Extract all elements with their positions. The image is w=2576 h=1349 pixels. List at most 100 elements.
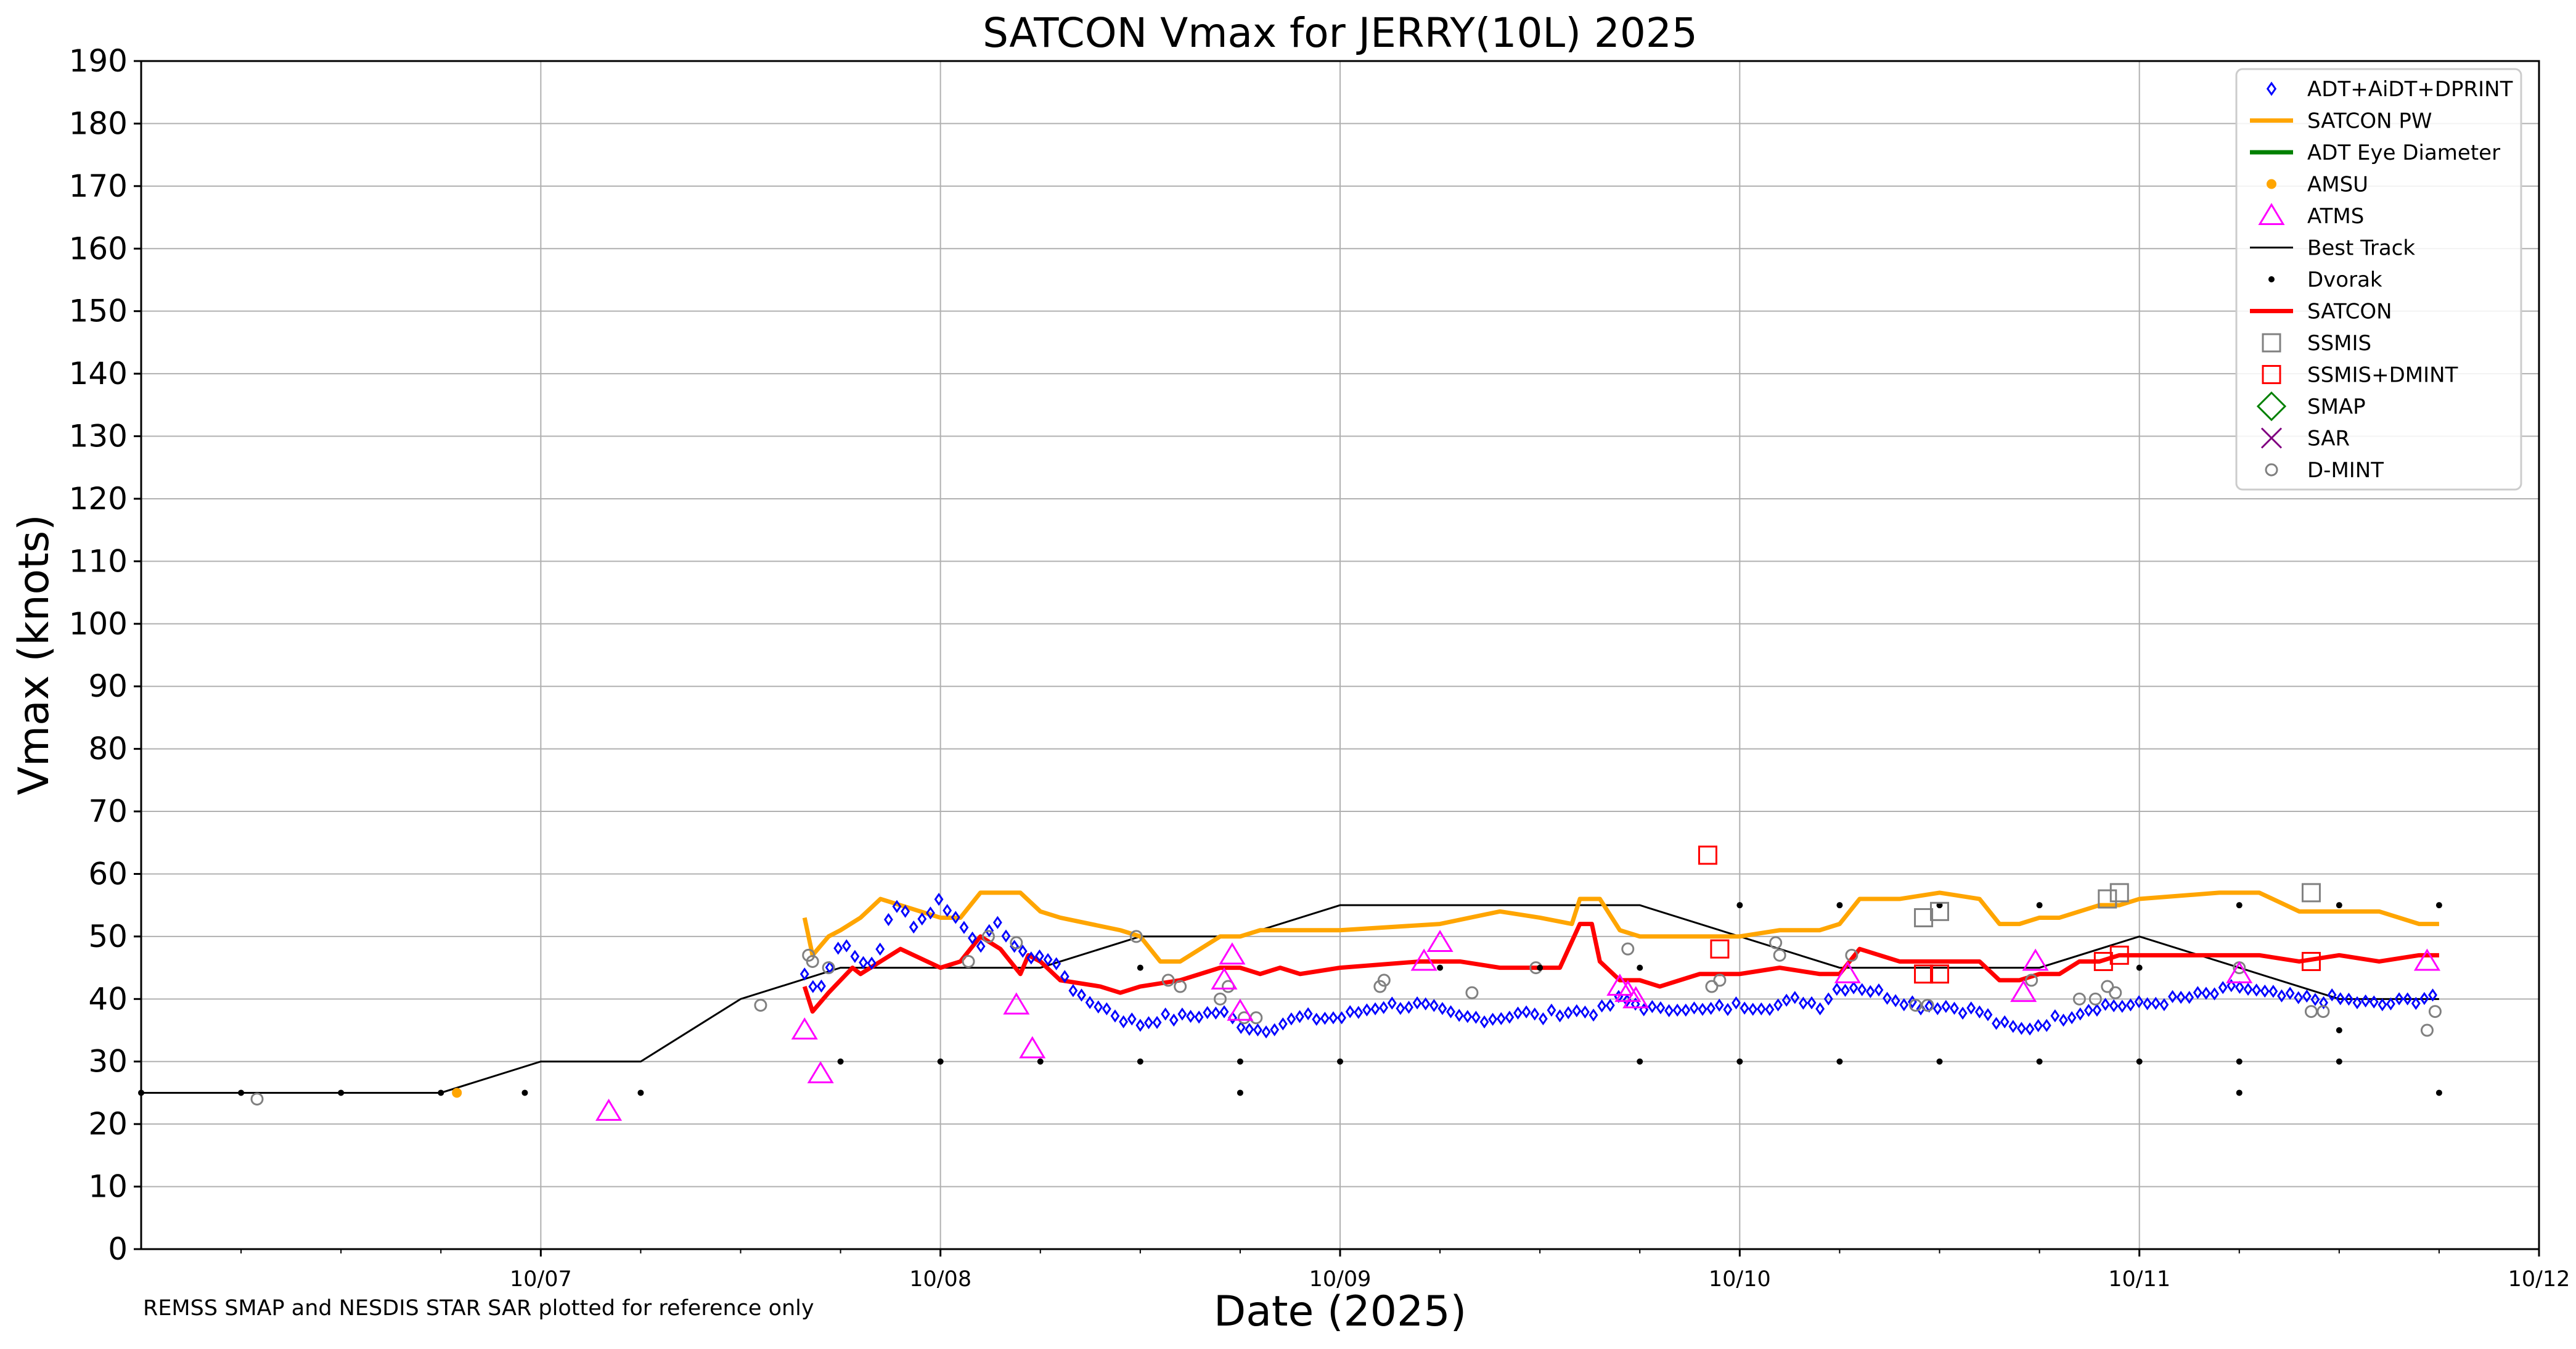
legend-entry-atms: ATMS bbox=[2258, 203, 2364, 229]
legend-label-smap: SMAP bbox=[2307, 395, 2366, 419]
y-tick-label: 60 bbox=[88, 856, 128, 892]
dmint-point bbox=[1010, 936, 1023, 949]
atms-point bbox=[1211, 967, 1238, 990]
dvorak-point bbox=[1237, 1089, 1243, 1096]
adt-point bbox=[1463, 1010, 1473, 1023]
adt-point bbox=[2109, 999, 2119, 1012]
ssmis-point bbox=[2098, 889, 2117, 909]
dmint-point bbox=[822, 961, 835, 975]
adt-point bbox=[2336, 992, 2345, 1006]
adt-point bbox=[1404, 1001, 1413, 1014]
legend-label-ssmis_dmint: SSMIS+DMINT bbox=[2307, 363, 2458, 388]
adt-point bbox=[2185, 991, 2194, 1004]
adt-point bbox=[2285, 986, 2295, 1000]
adt-point bbox=[2310, 993, 2320, 1006]
dvorak-point bbox=[2136, 1058, 2143, 1065]
axis-ticks: 0 10 20 30 40 50 60 70 80 90 100 110 120 130 140 150 160… bbox=[69, 43, 2570, 1292]
adt-point bbox=[859, 956, 868, 969]
adt-point bbox=[2210, 987, 2219, 1001]
legend-swatch-ssmis_dmint bbox=[2262, 365, 2281, 384]
adt-point bbox=[2327, 988, 2337, 1002]
adt-point bbox=[2159, 998, 2169, 1012]
adt-point bbox=[1052, 957, 1061, 970]
adt-point bbox=[1841, 983, 1850, 997]
adt-point bbox=[1488, 1012, 1498, 1026]
adt-point bbox=[2252, 983, 2262, 997]
atms-point bbox=[2022, 948, 2049, 971]
adt-point bbox=[1245, 1022, 1254, 1036]
dmint-point bbox=[250, 1093, 264, 1106]
adt-point bbox=[1630, 998, 1640, 1011]
legend-swatch-amsu bbox=[2267, 179, 2276, 189]
adt-point bbox=[1429, 999, 1439, 1012]
adt-point bbox=[2151, 996, 2161, 1011]
adt-point bbox=[1597, 999, 1607, 1013]
adt-point bbox=[1177, 1007, 1187, 1021]
legend-label-satcon: SATCON bbox=[2307, 300, 2392, 324]
adt-point bbox=[2134, 995, 2144, 1009]
dmint-point bbox=[2101, 980, 2114, 993]
x-tick-label: 10/09 bbox=[1309, 1267, 1372, 1292]
atms-point bbox=[2226, 961, 2253, 983]
adt-point bbox=[1060, 970, 1069, 983]
adt-point bbox=[2378, 998, 2387, 1012]
atms-point bbox=[2413, 948, 2441, 971]
adt-point bbox=[850, 949, 860, 963]
adt-point bbox=[2428, 988, 2437, 1002]
y-tick-label: 50 bbox=[88, 919, 128, 954]
adt-point bbox=[901, 904, 910, 918]
adt-point bbox=[2369, 995, 2379, 1009]
adt-point bbox=[1983, 1008, 1993, 1022]
adt-point bbox=[1362, 1003, 1372, 1017]
dvorak-point bbox=[1836, 1058, 1843, 1065]
legend-label-amsu: AMSU bbox=[2307, 173, 2368, 197]
dvorak-point bbox=[2036, 1058, 2043, 1065]
adt-point bbox=[1740, 1001, 1749, 1015]
dmint-point bbox=[2025, 974, 2038, 987]
adt-point bbox=[1236, 1020, 1246, 1035]
atms-point bbox=[595, 1098, 623, 1121]
adt-point bbox=[1605, 999, 1615, 1012]
y-tick-label: 10 bbox=[88, 1169, 128, 1205]
adt-point bbox=[1950, 1001, 1959, 1015]
adt-point bbox=[817, 979, 826, 993]
adt-point bbox=[2125, 998, 2135, 1012]
adt-point bbox=[2226, 978, 2236, 993]
y-tick-label: 0 bbox=[108, 1231, 128, 1267]
adt-point bbox=[1765, 1003, 1775, 1016]
dmint-point bbox=[962, 954, 975, 968]
dmint-point bbox=[1174, 980, 1187, 993]
adt-point bbox=[1874, 983, 1884, 997]
adt-point bbox=[2168, 990, 2177, 1003]
legend-swatch-adt bbox=[2266, 81, 2277, 96]
adt-point bbox=[2034, 1019, 2043, 1033]
adt-point bbox=[2319, 996, 2328, 1009]
dmint-point bbox=[1214, 992, 1227, 1006]
ssmis-dmint-point bbox=[2109, 945, 2129, 965]
adt-point bbox=[2235, 980, 2244, 994]
adt-point bbox=[1119, 1015, 1129, 1028]
y-tick-label: 180 bbox=[69, 105, 128, 141]
dvorak-point bbox=[1037, 1058, 1044, 1065]
ssmis-point bbox=[2109, 883, 2129, 903]
adt-point bbox=[968, 931, 977, 945]
legend-label-atms: ATMS bbox=[2307, 204, 2364, 229]
adt-point bbox=[992, 916, 1002, 929]
adt-point bbox=[1756, 1002, 1766, 1016]
adt-point bbox=[1580, 1005, 1590, 1019]
legend-entry-ssmis: SSMIS bbox=[2262, 331, 2371, 356]
legend-label-satcon_pw: SATCON PW bbox=[2307, 109, 2432, 134]
adt-point bbox=[1211, 1006, 1221, 1020]
atms-point bbox=[791, 1017, 818, 1040]
dvorak-point bbox=[937, 1058, 944, 1065]
adt-point bbox=[1672, 1003, 1682, 1017]
adt-point bbox=[1547, 1003, 1556, 1017]
adt-point bbox=[1815, 1002, 1825, 1015]
ssmis-dmint-point bbox=[2093, 951, 2113, 971]
adt-point bbox=[1043, 953, 1053, 966]
adt-point bbox=[1219, 1005, 1229, 1019]
y-tick-label: 30 bbox=[88, 1044, 128, 1080]
adt-point bbox=[1732, 996, 1741, 1010]
ssmis-dmint-point bbox=[1710, 939, 1730, 959]
adt-point bbox=[1001, 929, 1011, 943]
